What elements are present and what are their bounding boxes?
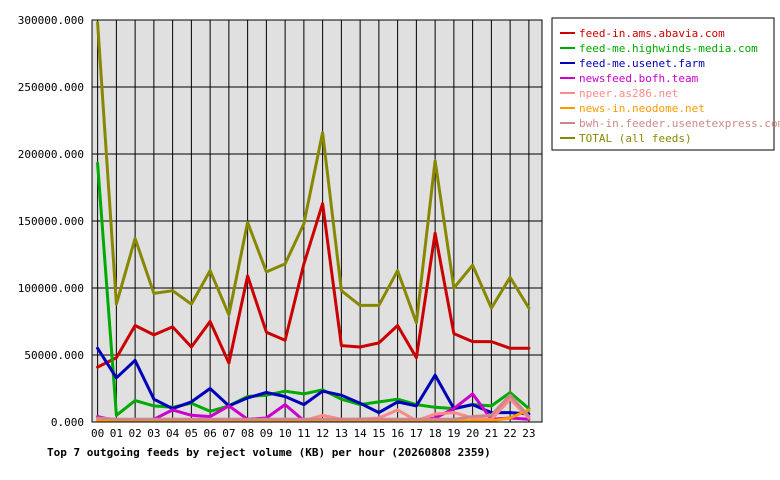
legend-entry: npeer.as286.net: [579, 87, 678, 100]
x-tick-label: 06: [204, 427, 217, 440]
plot-border: [91, 19, 543, 423]
chart-caption: Top 7 outgoing feeds by reject volume (K…: [47, 446, 491, 459]
x-tick-label: 01: [110, 427, 123, 440]
y-tick-label: 0.000: [51, 416, 84, 429]
legend-entry: feed-me.usenet.farm: [579, 57, 705, 70]
x-tick-label: 07: [222, 427, 235, 440]
x-tick-label: 17: [410, 427, 423, 440]
legend-entry: newsfeed.bofh.team: [579, 72, 699, 85]
grid: [92, 19, 542, 423]
x-tick-label: 03: [147, 427, 160, 440]
x-tick-label: 10: [279, 427, 292, 440]
x-tick-label: 19: [447, 427, 460, 440]
legend-entry: TOTAL (all feeds): [579, 132, 692, 145]
y-axis-ticks: 0.000 50000.000 100000.000 150000.000 200000…: [18, 14, 84, 429]
y-tick-label: 100000.000: [18, 282, 84, 295]
legend-box: [551, 17, 775, 151]
legend: feed-in.ams.abavia.com feed-me.highwinds-…: [551, 17, 780, 151]
legend-entry: news-in.neodome.net: [579, 102, 705, 115]
x-tick-label: 14: [354, 427, 368, 440]
x-tick-label: 08: [241, 427, 254, 440]
legend-entry: bwh-in.feeder.usenetexpress.com: [579, 117, 780, 130]
x-tick-label: 11: [297, 427, 310, 440]
y-tick-label: 300000.000: [18, 14, 84, 27]
x-tick-label: 16: [391, 427, 404, 440]
x-tick-label: 12: [316, 427, 329, 440]
x-tick-label: 05: [185, 427, 198, 440]
x-tick-label: 18: [429, 427, 442, 440]
x-tick-label: 00: [91, 427, 104, 440]
x-tick-label: 21: [485, 427, 498, 440]
y-tick-label: 150000.000: [18, 215, 84, 228]
legend-entry: feed-me.highwinds-media.com: [579, 42, 758, 55]
x-tick-label: 04: [166, 427, 180, 440]
series-line-8: [96, 21, 531, 325]
x-tick-label: 13: [335, 427, 348, 440]
x-tick-label: 15: [372, 427, 385, 440]
x-tick-label: 23: [522, 427, 535, 440]
series-line-1: [96, 202, 531, 369]
series-line-7: [96, 393, 531, 421]
y-tick-label: 250000.000: [18, 81, 84, 94]
x-tick-label: 02: [129, 427, 142, 440]
series-lines: [96, 21, 531, 423]
x-tick-label: 09: [260, 427, 273, 440]
x-axis-ticks: 00 01 02 03 04 05 06 07 08 09 10 11 12 13 14 15 16 17 18 19…: [91, 427, 536, 440]
y-tick-label: 50000.000: [24, 349, 84, 362]
legend-entry: feed-in.ams.abavia.com: [579, 27, 725, 40]
x-tick-label: 20: [466, 427, 479, 440]
y-tick-label: 200000.000: [18, 148, 84, 161]
x-tick-label: 22: [504, 427, 517, 440]
